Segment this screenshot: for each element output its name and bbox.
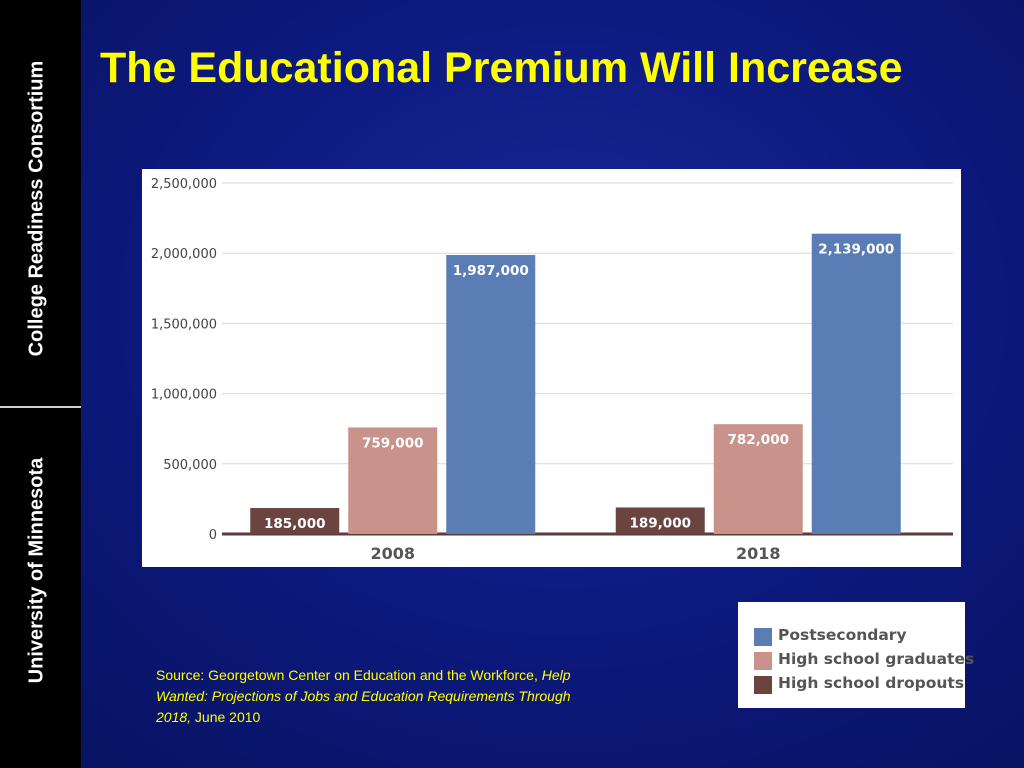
x-category-label: 2008 [370, 544, 415, 563]
source-lead: Source: Georgetown Center on Education a… [156, 667, 542, 683]
y-tick-label: 1,000,000 [151, 388, 217, 403]
legend-label-hs-graduates: High school graduates [778, 650, 975, 668]
legend-swatch-hs-dropouts [754, 676, 772, 694]
bar-chart: 0 500,000 1,000,000 1,500,000 2,000,000 2,500… [151, 177, 953, 563]
y-tick-label: 1,500,000 [151, 317, 217, 332]
bar [348, 427, 438, 534]
legend-swatch-postsecondary [754, 628, 772, 646]
sidebar-divider [0, 406, 81, 408]
data-label: 759,000 [362, 435, 424, 451]
source-title: Help Wanted: Projections of Jobs and Edu… [156, 667, 571, 725]
slide-title: The Educational Premium Will Increase [100, 44, 903, 92]
data-label: 189,000 [630, 515, 692, 531]
sidebar-consortium-label: College Readiness Consortium [25, 60, 48, 357]
bar [250, 508, 340, 534]
chart-legend: Postsecondary High school graduates High… [738, 602, 974, 708]
sidebar-university-label: University of Minnesota [25, 457, 48, 684]
legend-label-postsecondary: Postsecondary [778, 626, 907, 644]
y-tick-label: 0 [209, 528, 217, 543]
bar [615, 507, 705, 534]
data-label: 782,000 [728, 432, 790, 448]
sidebar: College Readiness Consortium University … [0, 0, 81, 768]
y-tick-label: 2,500,000 [151, 177, 217, 192]
x-category-label: 2018 [736, 544, 781, 563]
data-label: 185,000 [264, 516, 326, 532]
chart-panel: 0 500,000 1,000,000 1,500,000 2,000,000 2,500… [142, 169, 961, 567]
legend-swatch-hs-graduates [754, 652, 772, 670]
data-label: 1,987,000 [453, 263, 529, 279]
bar [446, 255, 536, 534]
bar [811, 233, 901, 535]
source-date: June 2010 [191, 709, 261, 725]
data-label: 2,139,000 [818, 242, 894, 258]
y-tick-label: 2,000,000 [151, 247, 217, 262]
source-citation: Source: Georgetown Center on Education a… [156, 665, 576, 728]
bar [713, 424, 803, 534]
legend-label-hs-dropouts: High school dropouts [778, 674, 965, 692]
y-tick-label: 500,000 [163, 458, 217, 473]
